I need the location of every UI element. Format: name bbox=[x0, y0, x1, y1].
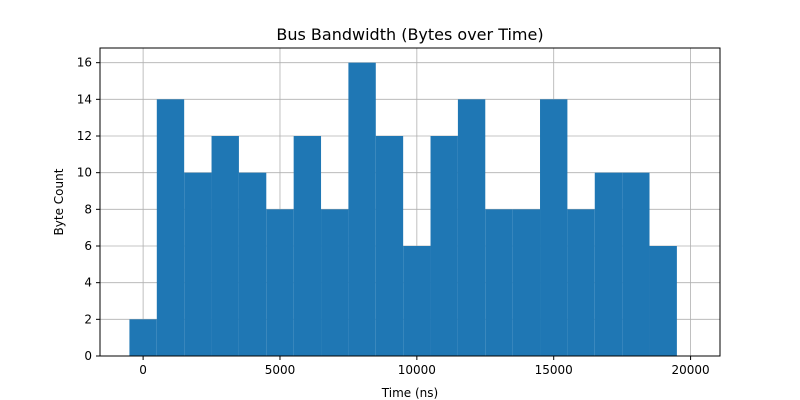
y-tick-label: 16 bbox=[77, 56, 92, 70]
chart-title: Bus Bandwidth (Bytes over Time) bbox=[276, 25, 543, 44]
bar bbox=[375, 136, 404, 356]
x-tick-label: 0 bbox=[139, 363, 147, 377]
bar bbox=[622, 172, 650, 356]
x-tick-label: 10000 bbox=[398, 363, 436, 377]
plot-frame bbox=[99, 47, 721, 357]
bar bbox=[512, 209, 541, 356]
bar bbox=[649, 246, 677, 356]
y-axis-ticks: 0 2 4 6 8 10 12 14 16 bbox=[77, 56, 100, 363]
bar bbox=[321, 209, 349, 356]
bar bbox=[594, 172, 623, 356]
bars bbox=[129, 62, 677, 357]
bar bbox=[211, 136, 239, 356]
bar bbox=[129, 319, 157, 356]
y-axis-label: Byte Count bbox=[52, 168, 66, 235]
bar bbox=[567, 209, 595, 356]
x-tick-label: 15000 bbox=[535, 363, 573, 377]
y-tick-label: 12 bbox=[77, 129, 92, 143]
bar bbox=[457, 99, 486, 356]
bar bbox=[156, 99, 185, 356]
bar bbox=[184, 172, 212, 356]
y-tick-label: 0 bbox=[84, 349, 92, 363]
x-tick-label: 20000 bbox=[671, 363, 709, 377]
bar bbox=[403, 246, 431, 356]
bar bbox=[238, 172, 267, 356]
y-tick-label: 14 bbox=[77, 92, 92, 106]
bar bbox=[293, 136, 322, 356]
y-tick-label: 6 bbox=[84, 239, 92, 253]
y-tick-label: 8 bbox=[84, 202, 92, 216]
x-axis-ticks: 0 5000 10000 15000 20000 bbox=[139, 356, 710, 377]
y-tick-label: 2 bbox=[84, 312, 92, 326]
bar bbox=[266, 209, 294, 356]
bar bbox=[430, 136, 458, 356]
x-axis-label: Time (ns) bbox=[381, 386, 438, 400]
bar bbox=[540, 99, 568, 356]
bar bbox=[348, 62, 376, 357]
x-tick-label: 5000 bbox=[265, 363, 296, 377]
bar bbox=[485, 209, 513, 356]
y-tick-label: 10 bbox=[77, 166, 92, 180]
y-tick-label: 4 bbox=[84, 276, 92, 290]
